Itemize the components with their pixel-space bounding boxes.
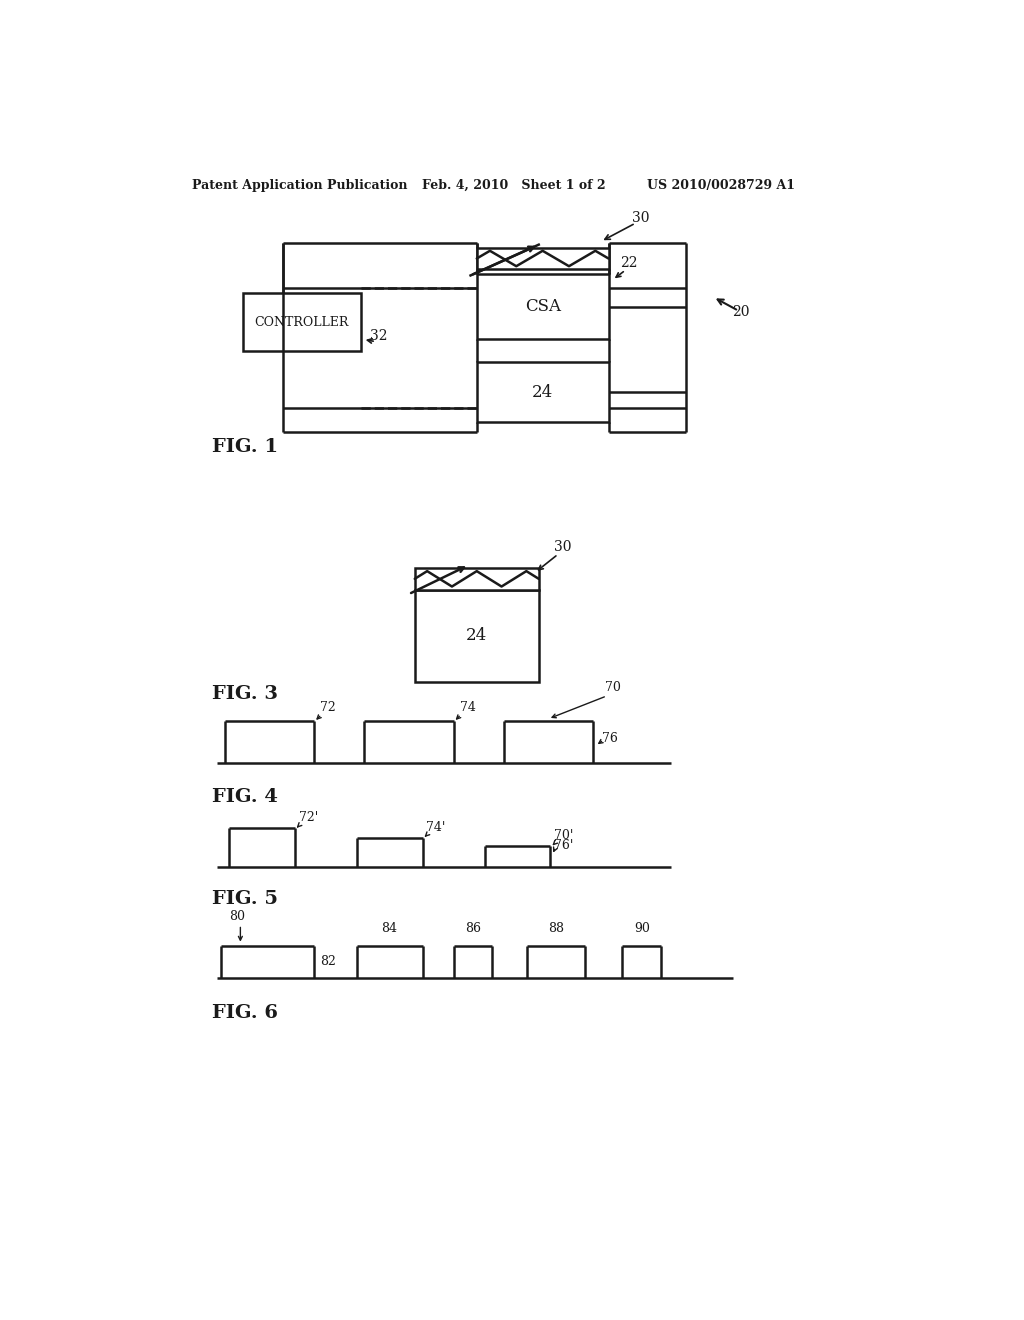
Text: 74': 74' <box>426 821 445 834</box>
Text: 24: 24 <box>532 384 553 400</box>
Text: 90: 90 <box>634 921 650 935</box>
Text: FIG. 3: FIG. 3 <box>212 685 278 702</box>
Text: 30: 30 <box>632 211 649 224</box>
Text: 74: 74 <box>460 701 475 714</box>
Text: 24: 24 <box>466 627 487 644</box>
Bar <box>477 275 608 339</box>
Text: 82: 82 <box>321 954 336 968</box>
Text: FIG. 1: FIG. 1 <box>212 438 278 457</box>
Text: Patent Application Publication: Patent Application Publication <box>191 178 408 191</box>
Text: US 2010/0028729 A1: US 2010/0028729 A1 <box>647 178 796 191</box>
Text: FIG. 4: FIG. 4 <box>212 788 278 807</box>
Text: 20: 20 <box>732 305 750 319</box>
Text: 84: 84 <box>382 921 397 935</box>
Text: CSA: CSA <box>524 298 560 315</box>
Text: 86: 86 <box>465 921 481 935</box>
Text: 72': 72' <box>299 812 317 825</box>
Text: CONTROLLER: CONTROLLER <box>254 315 349 329</box>
Text: 88: 88 <box>548 921 564 935</box>
Bar <box>477 363 608 422</box>
Text: 80: 80 <box>228 909 245 923</box>
Text: Feb. 4, 2010   Sheet 1 of 2: Feb. 4, 2010 Sheet 1 of 2 <box>423 178 606 191</box>
Text: FIG. 6: FIG. 6 <box>212 1005 278 1022</box>
Bar <box>415 590 539 682</box>
Text: FIG. 5: FIG. 5 <box>212 890 278 908</box>
Text: 22: 22 <box>621 256 638 271</box>
Text: 32: 32 <box>370 329 387 343</box>
Text: 30: 30 <box>554 540 571 554</box>
Text: 76': 76' <box>554 838 573 851</box>
Text: 72: 72 <box>321 701 336 714</box>
Text: 76: 76 <box>602 731 618 744</box>
Text: 70': 70' <box>554 829 573 842</box>
Bar <box>243 293 360 351</box>
Text: 70: 70 <box>604 681 621 693</box>
Bar <box>477 248 608 269</box>
Bar <box>415 568 539 590</box>
